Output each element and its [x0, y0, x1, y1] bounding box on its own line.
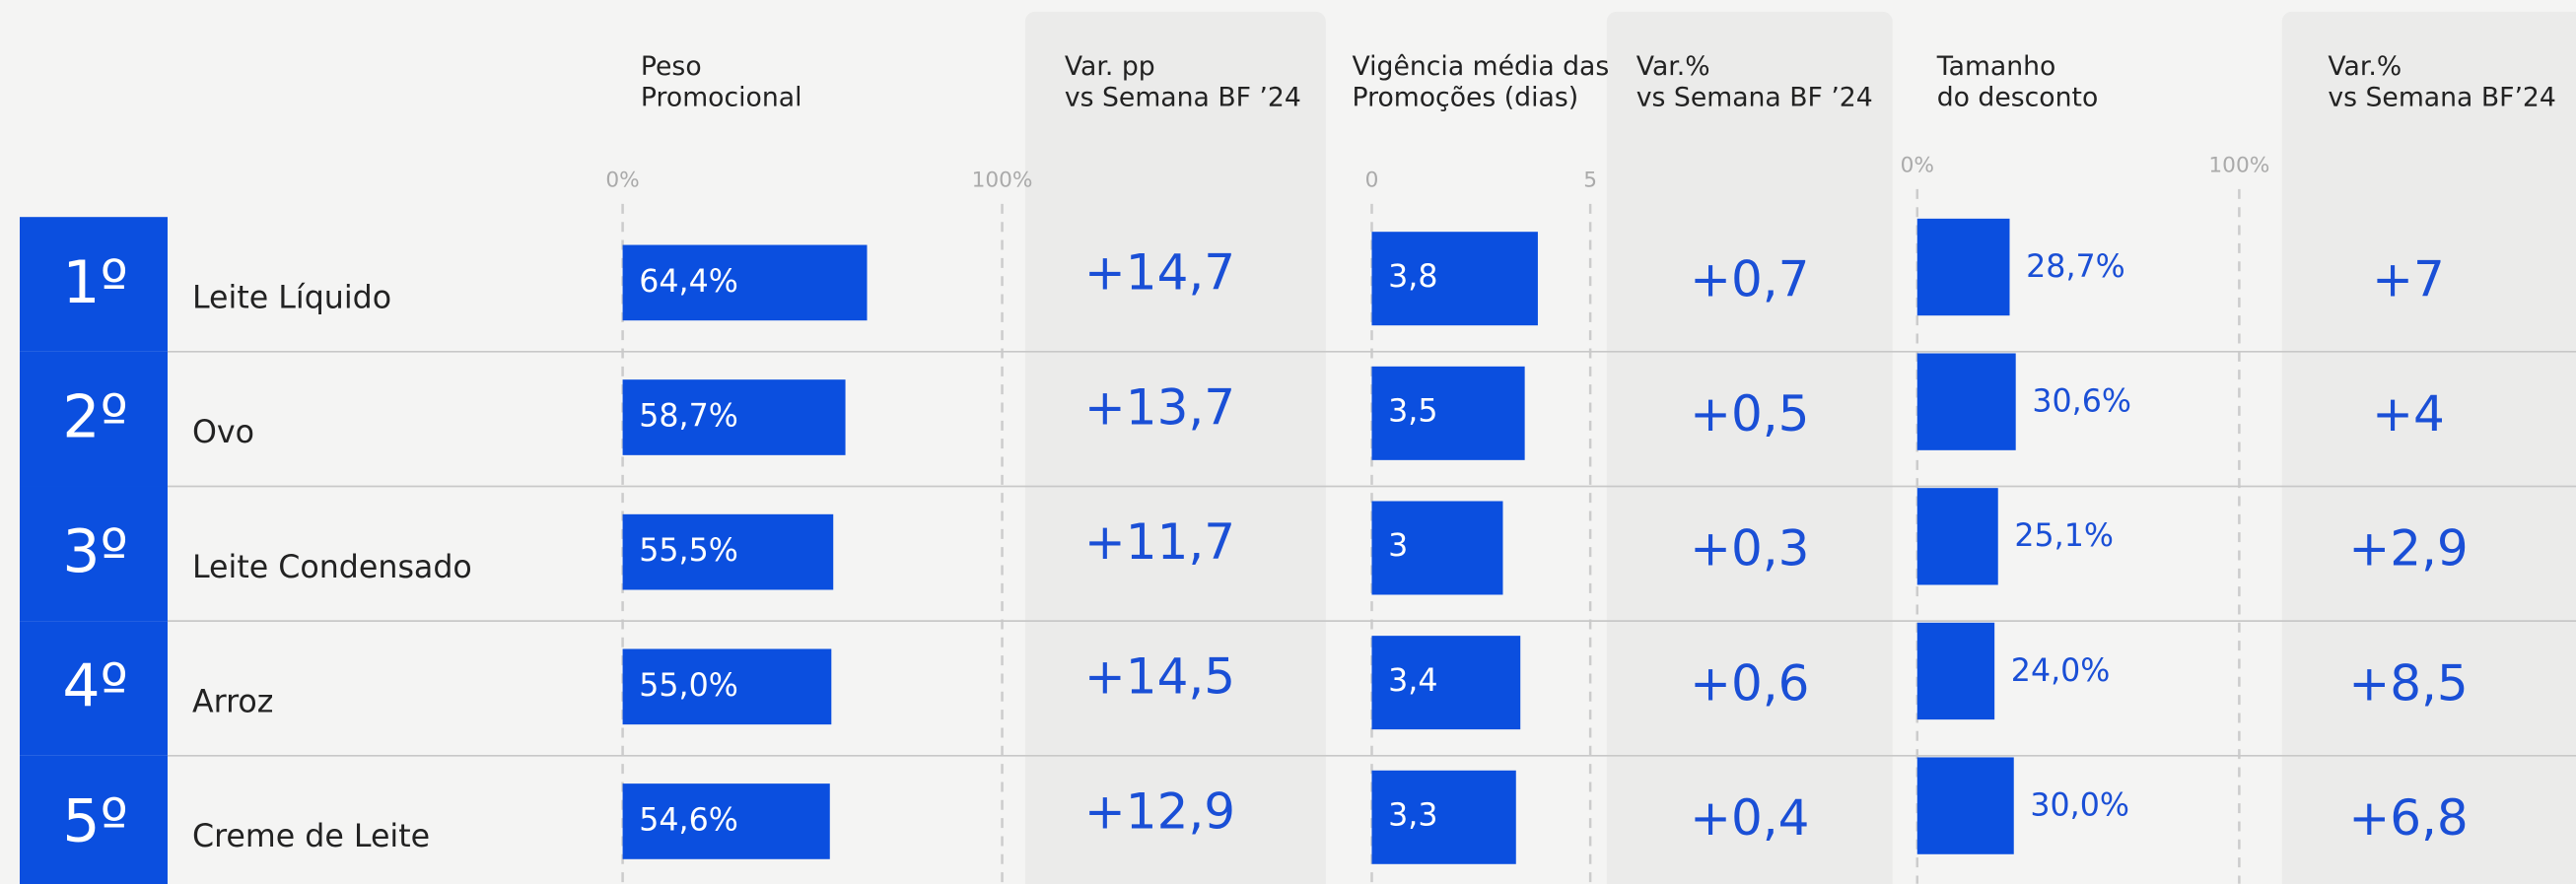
bar-label: 64,4%	[639, 264, 738, 300]
bar	[1916, 353, 2016, 450]
bar-label: 3,4	[1388, 663, 1437, 699]
bar	[622, 244, 868, 321]
bar-label: 25,1%	[2014, 518, 2114, 554]
header-text: Vigência média das	[1352, 51, 1609, 82]
rank: 1º	[62, 248, 127, 317]
header-text: Var.%	[2328, 51, 2402, 82]
product-name: Creme de Leite	[192, 819, 430, 854]
bar-label: 3	[1388, 528, 1408, 564]
product-name: Leite Condensado	[192, 550, 472, 585]
header-text: Promocional	[641, 83, 802, 113]
variation: +8,5	[2348, 654, 2468, 712]
rank-box	[19, 486, 168, 622]
bar-label: 55,5%	[639, 533, 738, 569]
shaded-column	[2281, 11, 2576, 884]
axis-tick-label: 0	[1365, 169, 1379, 193]
bar	[1371, 366, 1525, 460]
bar-label: 3,5	[1388, 394, 1437, 430]
header-text: vs Semana BF ’24	[1065, 83, 1301, 113]
header-text: Var. pp	[1065, 51, 1155, 82]
rank: 4º	[62, 652, 127, 721]
variation: +7	[2372, 250, 2445, 307]
variation: +11,7	[1084, 513, 1235, 571]
variation: +6,8	[2348, 789, 2468, 847]
rank: 3º	[62, 517, 127, 586]
header-text: do desconto	[1937, 83, 2099, 113]
bar-label: 24,0%	[2011, 653, 2111, 689]
variation: +14,7	[1084, 244, 1235, 302]
bar	[1371, 636, 1521, 730]
bar	[1371, 232, 1538, 326]
bar	[1916, 757, 2014, 854]
bar	[622, 379, 846, 455]
axis-tick-label: 100%	[972, 169, 1033, 193]
bar-label: 30,0%	[2030, 787, 2129, 823]
bar	[622, 783, 830, 859]
axis-tick-label: 0%	[1901, 154, 1934, 178]
bar-label: 58,7%	[639, 399, 738, 435]
rank-box	[19, 217, 168, 352]
rank-box	[19, 351, 168, 487]
bar	[1916, 488, 1998, 585]
rank: 2º	[62, 382, 127, 451]
product-name: Ovo	[192, 415, 254, 450]
variation: +0,5	[1690, 385, 1809, 442]
bar-label: 3,3	[1388, 797, 1437, 833]
bar-label: 55,0%	[639, 668, 738, 704]
rank: 5º	[62, 786, 127, 855]
bar	[1916, 622, 1995, 720]
header-text: vs Semana BF’24	[2328, 83, 2555, 113]
variation: +12,9	[1084, 782, 1235, 840]
product-name: Leite Líquido	[192, 281, 391, 316]
bar	[1371, 501, 1503, 595]
variation: +0,4	[1690, 789, 1809, 847]
header-text: Peso	[641, 51, 702, 82]
variation: +4	[2372, 385, 2445, 442]
axis-tick-label: 100%	[2208, 154, 2269, 178]
bar	[622, 513, 834, 590]
variation: +2,9	[2348, 520, 2468, 578]
bar-label: 30,6%	[2032, 384, 2131, 420]
axis-tick-label: 0%	[605, 169, 639, 193]
header-text: Var.%	[1636, 51, 1710, 82]
shaded-column	[1024, 11, 1326, 884]
product-name: Arroz	[192, 684, 273, 719]
rank-box	[19, 621, 168, 756]
bar	[622, 648, 832, 725]
header-text: Tamanho	[1936, 51, 2056, 82]
shaded-column	[1606, 11, 1893, 884]
variation: +13,7	[1084, 378, 1235, 436]
header-text: Promoções (dias)	[1352, 83, 1578, 113]
bar-label: 54,6%	[639, 802, 738, 838]
variation: +0,3	[1690, 520, 1809, 578]
bar	[1916, 218, 2010, 316]
rank-box	[19, 755, 168, 884]
header-text: vs Semana BF ’24	[1636, 83, 1873, 113]
bar-label: 28,7%	[2026, 249, 2125, 285]
variation: +0,7	[1690, 250, 1809, 307]
bar	[1371, 770, 1516, 864]
variation: +14,5	[1084, 648, 1235, 706]
variation: +0,6	[1690, 654, 1809, 712]
bar-label: 3,8	[1388, 259, 1437, 295]
axis-tick-label: 5	[1583, 169, 1597, 193]
